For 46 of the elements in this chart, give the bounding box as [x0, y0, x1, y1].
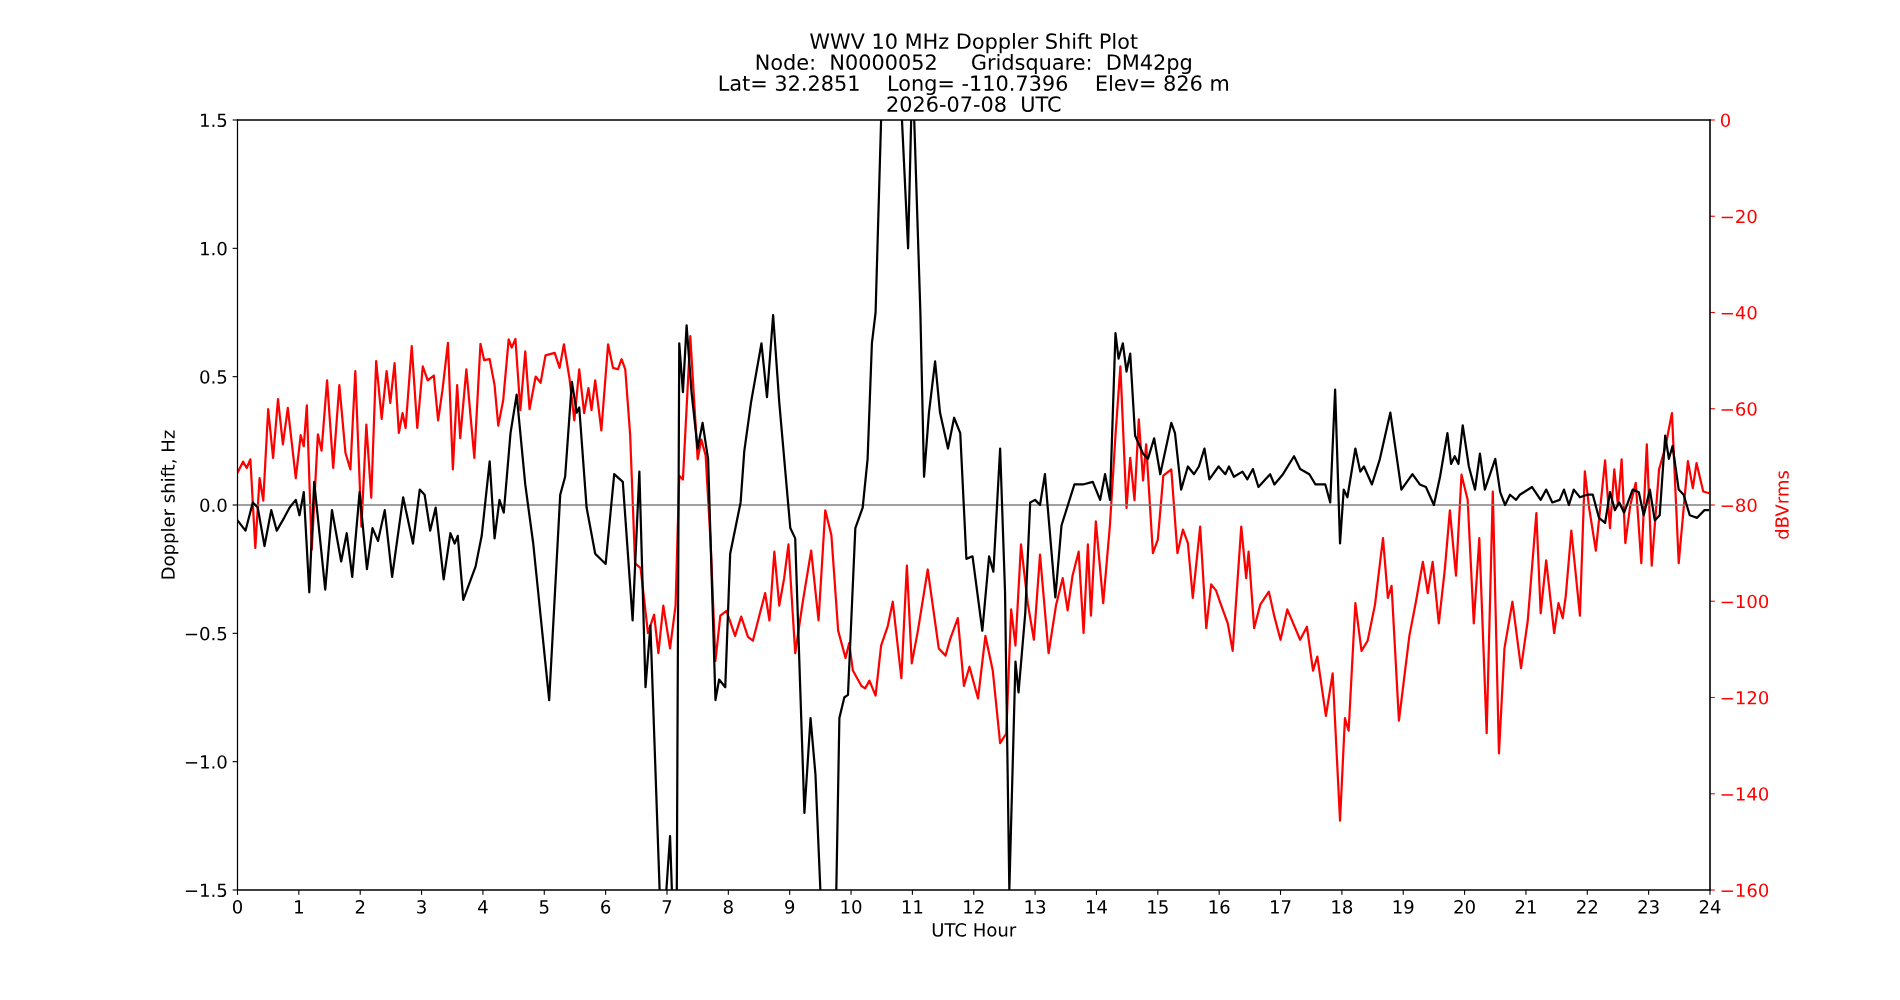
x-tick-label: 24 [1699, 900, 1721, 914]
y-tick-label: −1.5 [185, 883, 227, 898]
x-tick-label: 17 [1271, 900, 1291, 914]
y-tick-label: −0.5 [185, 626, 227, 641]
x-tick-label: 0 [232, 900, 243, 914]
x-tick-label: 6 [601, 900, 611, 914]
y-tick-label: 1.5 [201, 113, 227, 128]
x-tick-label: 18 [1332, 900, 1353, 914]
x-tick-label: 16 [1209, 900, 1230, 914]
x-tick-label: 22 [1577, 900, 1597, 914]
y2-tick-label: −120 [1721, 690, 1769, 705]
y-tick-label: 1.0 [201, 241, 227, 256]
x-tick-label: 4 [478, 900, 488, 914]
y2-tick-label: −40 [1721, 305, 1757, 320]
x-tick-label: 20 [1454, 900, 1475, 914]
y2-tick-label: −140 [1721, 787, 1769, 801]
y2-tick-label: 0 [1720, 113, 1731, 128]
x-tick-label: 10 [841, 900, 862, 914]
y-axis-title: Doppler shift, Hz [160, 430, 179, 579]
x-tick-label: 7 [662, 900, 672, 914]
y-tick-label: 0.5 [200, 370, 227, 384]
y2-tick-label: −20 [1721, 209, 1757, 224]
x-tick-label: 14 [1086, 900, 1107, 914]
y2-axis-title: dBVrms [1774, 471, 1789, 539]
x-tick-label: 15 [1148, 900, 1168, 914]
x-tick-label: 19 [1393, 900, 1414, 914]
y2-tick-label: −80 [1721, 498, 1757, 513]
y2-tick-label: −160 [1721, 883, 1769, 898]
x-tick-label: 12 [964, 900, 984, 914]
x-tick-label: 9 [785, 900, 795, 914]
line-series [237, 334, 1710, 822]
chart-title: WWV 10 MHz Doppler Shift Plot Node: N0000052 Gridsquare: DM42pg Lat= 32.2851 Long= -110.7396 Elev= 826 m 2026-07-08 UTC [719, 32, 1228, 112]
x-tick-label: 2 [355, 900, 365, 914]
x-tick-label: 11 [902, 900, 923, 914]
x-tick-label: 5 [539, 900, 549, 914]
y2-tick-label: −60 [1721, 402, 1757, 416]
y-tick-label: 0.0 [200, 498, 227, 513]
x-tick-label: 21 [1515, 900, 1536, 914]
x-tick-label: 8 [723, 900, 733, 914]
x-tick-label: 3 [417, 900, 426, 914]
x-tick-label: 1 [295, 900, 303, 914]
x-tick-label: 13 [1025, 900, 1046, 914]
y-tick-label: −1.0 [185, 755, 227, 769]
x-tick-label: 23 [1638, 900, 1659, 914]
y2-tick-label: −100 [1721, 594, 1769, 609]
x-axis-title: UTC Hour [932, 923, 1017, 937]
